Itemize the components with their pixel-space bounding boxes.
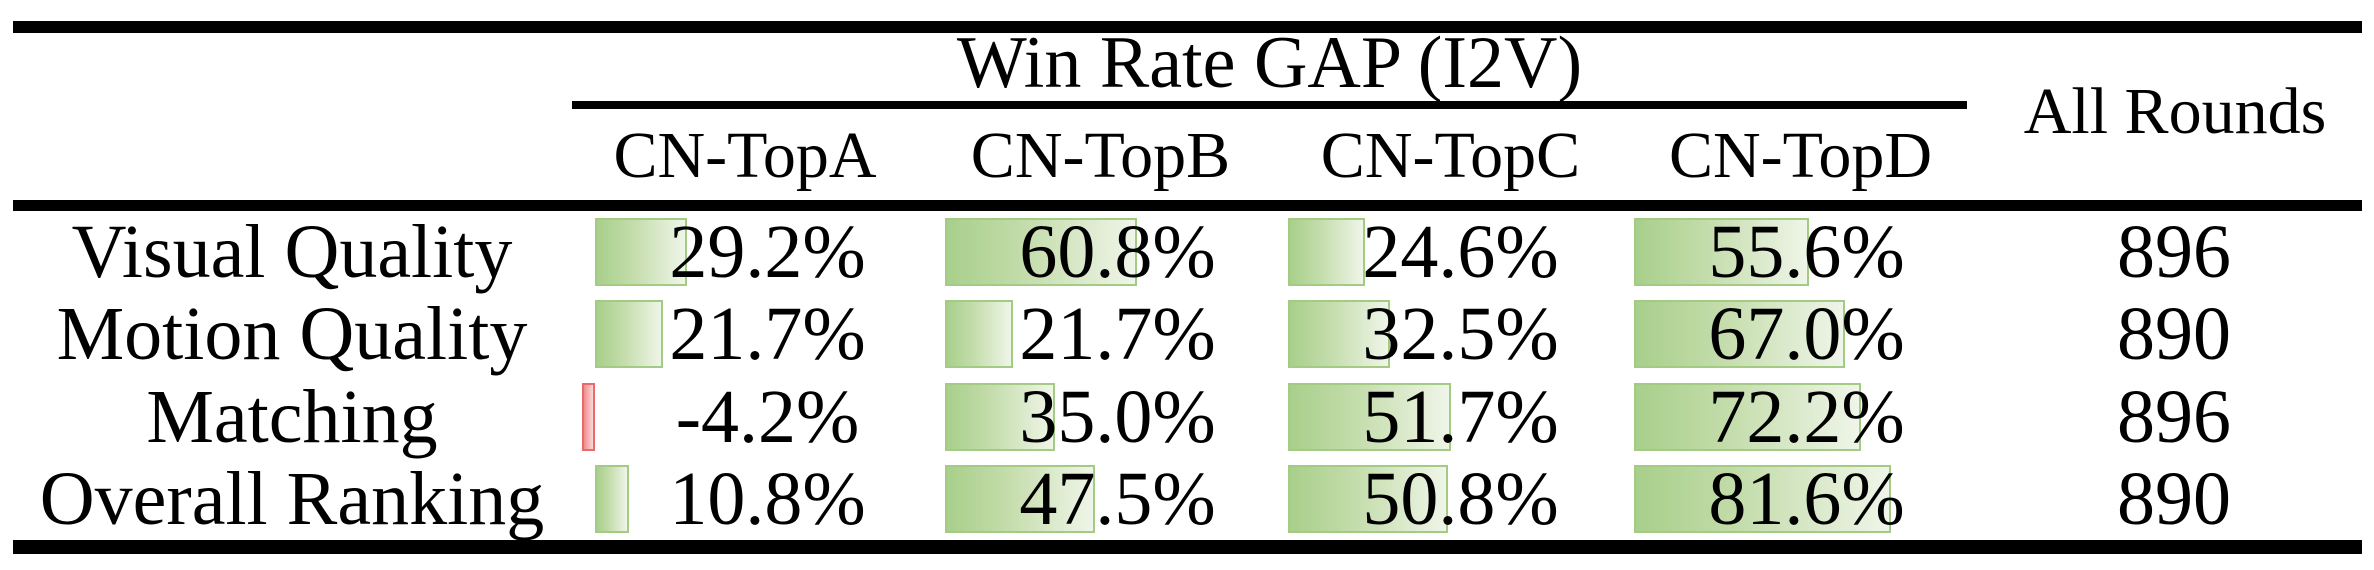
win-rate-value: 35.0% — [1019, 375, 1216, 459]
win-rate-cell: 29.2% — [595, 211, 940, 293]
group-header-underline-rule — [572, 101, 1967, 109]
win-rate-bar — [1634, 383, 1862, 451]
win-rate-value: 67.0% — [1708, 292, 1905, 376]
win-rate-bar — [595, 465, 630, 533]
win-rate-value: 50.8% — [1362, 457, 1559, 541]
win-rate-bar — [945, 300, 1014, 368]
column-header-cn-topb: CN-TopB — [970, 119, 1231, 192]
win-rate-cell: 55.6% — [1634, 211, 1979, 293]
win-rate-bar — [1288, 218, 1366, 286]
win-rate-value: 24.6% — [1362, 210, 1559, 294]
win-rate-cell: 10.8% — [595, 458, 940, 540]
win-rate-bar — [945, 465, 1095, 533]
win-rate-value: 72.2% — [1708, 375, 1905, 459]
win-rate-cell: 21.7% — [595, 293, 940, 375]
win-rate-cell: 21.7% — [945, 293, 1290, 375]
win-rate-bar — [1288, 465, 1449, 533]
win-rate-value: 32.5% — [1362, 292, 1559, 376]
win-rate-value: 29.2% — [669, 210, 866, 294]
group-header: Win Rate GAP (I2V) — [956, 22, 1583, 104]
all-rounds-value: 890 — [2117, 457, 2231, 541]
win-rate-value: 81.6% — [1708, 457, 1905, 541]
column-header-all-rounds: All Rounds — [2023, 75, 2327, 148]
win-rate-value: 21.7% — [1019, 292, 1216, 376]
win-rate-value: 55.6% — [1708, 210, 1905, 294]
win-rate-cell: 47.5% — [945, 458, 1290, 540]
win-rate-cell: 72.2% — [1634, 376, 1979, 458]
column-header-cn-topd: CN-TopD — [1668, 119, 1933, 192]
win-rate-bar-negative — [581, 383, 595, 451]
all-rounds-value: 890 — [2117, 292, 2231, 376]
top-rule — [13, 21, 2362, 33]
win-rate-cell: 67.0% — [1634, 293, 1979, 375]
column-header-cn-topa: CN-TopA — [613, 119, 877, 192]
win-rate-value: 10.8% — [669, 457, 866, 541]
win-rate-bar — [945, 218, 1137, 286]
win-rate-bar — [1634, 465, 1892, 533]
win-rate-cell: 60.8% — [945, 211, 1290, 293]
win-rate-bar — [1634, 300, 1846, 368]
win-rate-bar — [595, 300, 664, 368]
row-label: Matching — [146, 375, 438, 459]
win-rate-value: 21.7% — [669, 292, 866, 376]
win-rate-cell: 81.6% — [1634, 458, 1979, 540]
win-rate-value: -4.2% — [675, 375, 860, 459]
win-rate-cell: 35.0% — [945, 376, 1290, 458]
win-rate-bar — [595, 218, 687, 286]
win-rate-bar — [1288, 383, 1451, 451]
column-header-cn-topc: CN-TopC — [1320, 119, 1581, 192]
win-rate-cell: 32.5% — [1288, 293, 1633, 375]
table-row: Overall Ranking 10.8% 47.5% 50.8% 81.6% … — [0, 458, 2374, 540]
all-rounds-value: 896 — [2117, 375, 2231, 459]
win-rate-bar — [945, 383, 1056, 451]
row-label: Visual Quality — [71, 210, 513, 294]
table-row: Motion Quality 21.7% 21.7% 32.5% 67.0% 8… — [0, 293, 2374, 375]
win-rate-value: 60.8% — [1019, 210, 1216, 294]
win-rate-value: 51.7% — [1362, 375, 1559, 459]
win-rate-cell: 24.6% — [1288, 211, 1633, 293]
win-rate-cell: 51.7% — [1288, 376, 1633, 458]
header-bottom-rule — [13, 200, 2362, 211]
win-rate-bar — [1634, 218, 1810, 286]
bottom-rule — [13, 540, 2362, 554]
row-label: Motion Quality — [56, 292, 528, 376]
all-rounds-value: 896 — [2117, 210, 2231, 294]
table-row: Visual Quality 29.2% 60.8% 24.6% 55.6% 8… — [0, 211, 2374, 293]
win-rate-value: 47.5% — [1019, 457, 1216, 541]
win-rate-bar — [1288, 300, 1391, 368]
row-label: Overall Ranking — [39, 457, 545, 541]
win-rate-cell: 50.8% — [1288, 458, 1633, 540]
table-row: Matching -4.2% 35.0% 51.7% 72.2% 896 — [0, 376, 2374, 458]
win-rate-cell: -4.2% — [581, 375, 940, 459]
